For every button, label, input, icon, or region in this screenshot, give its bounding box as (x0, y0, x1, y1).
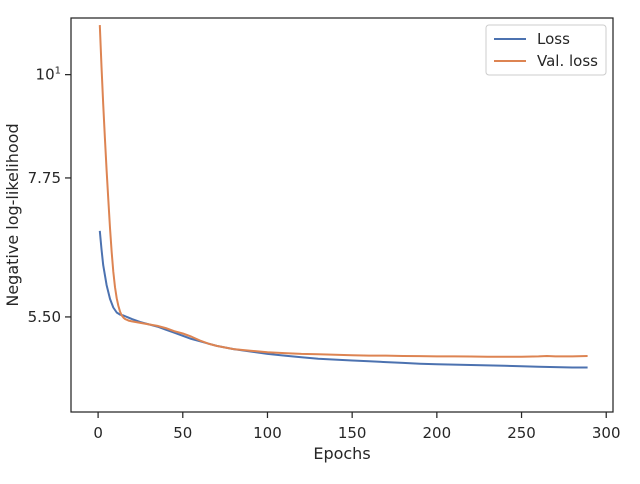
series-layer (98, 25, 588, 369)
legend-box (485, 24, 607, 76)
y-tick-label: 5.50 (28, 308, 61, 326)
y-axis-label: Negative log-likelihood (3, 123, 22, 306)
y-tick-label-exponent: 1 (55, 66, 61, 77)
x-axis-label: Epochs (313, 444, 370, 463)
y-axis-ticks: 101 7.75 5.50 (28, 66, 71, 326)
x-tick-label: 250 (507, 424, 536, 442)
x-tick-label: 300 (592, 424, 621, 442)
legend: Loss Val. loss (485, 24, 607, 76)
x-tick-label: 50 (173, 424, 192, 442)
legend-label-1: Val. loss (537, 52, 598, 70)
x-tick-label: 200 (423, 424, 452, 442)
y-tick-label-base: 10 (36, 66, 55, 84)
x-tick-label: 0 (93, 424, 103, 442)
legend-label-0: Loss (537, 30, 570, 48)
series-line-1 (98, 25, 588, 358)
y-tick-label: 101 (36, 66, 61, 84)
plot-frame (70, 17, 614, 413)
y-tick-label: 7.75 (28, 169, 61, 187)
x-axis-ticks: 0 50 100 150 200 250 300 (93, 412, 621, 442)
x-tick-label: 150 (338, 424, 367, 442)
x-tick-label: 100 (253, 424, 282, 442)
